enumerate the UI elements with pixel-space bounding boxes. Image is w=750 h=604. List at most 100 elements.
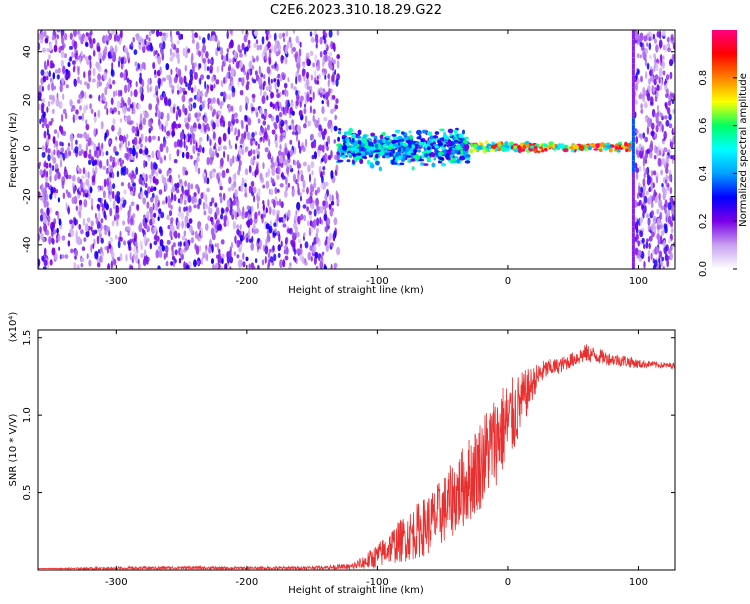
heatmap-cell <box>109 155 113 162</box>
heatmap-cell <box>638 133 642 139</box>
heatmap-cell <box>338 127 342 131</box>
heatmap-cell <box>227 153 230 163</box>
heatmap-cell <box>600 142 605 148</box>
heatmap-cell <box>310 161 315 169</box>
heatmap-cell <box>463 150 467 156</box>
heatmap-cell <box>263 130 268 140</box>
heatmap-cell <box>292 47 296 52</box>
heatmap-cell <box>243 130 247 140</box>
heatmap-cell <box>225 168 230 174</box>
heatmap-cell <box>665 74 670 81</box>
heatmap-cell <box>71 60 76 65</box>
heatmap-cell <box>274 160 278 167</box>
heatmap-cell <box>661 157 666 166</box>
heatmap-cell <box>115 90 118 97</box>
heatmap-cell <box>306 58 310 66</box>
heatmap-cell <box>671 53 675 63</box>
heatmap-cell <box>152 62 156 70</box>
heatmap-cell <box>638 150 643 159</box>
heatmap-cell <box>157 55 162 65</box>
heatmap-cell <box>642 132 645 139</box>
heatmap-cell <box>389 152 393 157</box>
heatmap-cell <box>617 141 623 145</box>
heatmap-cell <box>332 232 336 242</box>
heatmap-cell <box>151 150 155 159</box>
heatmap-cell <box>92 243 95 250</box>
heatmap-cell <box>49 43 53 52</box>
snr-y-label: SNR (10 * V/V) <box>8 413 19 486</box>
heatmap-x-tick-label: 0 <box>505 276 511 287</box>
heatmap-cell <box>666 37 669 42</box>
heatmap-cell <box>665 43 668 53</box>
heatmap-cell <box>286 90 289 97</box>
heatmap-cell <box>148 174 153 180</box>
heatmap-cell <box>335 98 339 104</box>
heatmap-cell <box>192 144 195 154</box>
heatmap-cell <box>96 262 101 268</box>
heatmap-cell <box>117 131 122 136</box>
heatmap-cell <box>60 50 65 59</box>
heatmap-cell <box>524 140 530 145</box>
heatmap-cell <box>245 256 249 262</box>
heatmap-cell <box>125 253 128 262</box>
heatmap-cell <box>402 143 408 147</box>
heatmap-cell <box>231 183 235 191</box>
heatmap-cell <box>651 68 654 75</box>
heatmap-y-tick-label: 0 <box>22 145 33 151</box>
heatmap-cell <box>283 37 285 42</box>
heatmap-cell <box>81 246 86 251</box>
heatmap-cell <box>77 30 80 35</box>
heatmap-cell <box>320 171 323 178</box>
heatmap-cell <box>202 44 206 53</box>
heatmap-cell <box>304 261 308 266</box>
heatmap-cell <box>332 42 336 50</box>
snr-x-tick-label: 100 <box>629 577 648 588</box>
heatmap-cell <box>645 159 647 164</box>
heatmap-cell <box>61 31 64 39</box>
heatmap-cell <box>78 224 81 230</box>
heatmap-cell <box>46 128 50 136</box>
heatmap-cell <box>357 140 362 145</box>
heatmap-cell <box>255 147 259 154</box>
heatmap-cell <box>85 104 88 111</box>
heatmap-cell <box>257 210 261 216</box>
heatmap-cell <box>218 136 222 145</box>
heatmap-cell <box>642 201 645 206</box>
heatmap-cell <box>266 66 271 74</box>
heatmap-cell <box>299 101 302 108</box>
heatmap-cell <box>241 30 244 35</box>
heatmap-cell <box>275 102 278 111</box>
heatmap-cell <box>252 266 256 269</box>
heatmap-cell <box>317 187 321 194</box>
heatmap-cell <box>638 257 643 262</box>
heatmap-cell <box>107 51 112 59</box>
heatmap-cell <box>294 214 298 222</box>
heatmap-cell <box>631 250 635 257</box>
heatmap-cell <box>658 30 662 40</box>
heatmap-cell <box>262 200 265 205</box>
heatmap-cell <box>275 114 280 124</box>
heatmap-cell <box>267 41 271 49</box>
heatmap-cell <box>140 253 144 258</box>
heatmap-cell <box>103 210 106 219</box>
heatmap-cell <box>148 135 152 143</box>
heatmap-cell <box>292 125 295 133</box>
heatmap-cell <box>156 30 160 37</box>
heatmap-cell <box>194 84 197 93</box>
heatmap-cell <box>60 77 65 85</box>
heatmap-cell <box>442 134 448 138</box>
heatmap-cell <box>50 237 54 243</box>
heatmap-cell <box>295 100 299 107</box>
heatmap-cell <box>658 250 663 259</box>
heatmap-cell <box>70 141 74 151</box>
heatmap-cell <box>176 225 180 230</box>
heatmap-cell <box>108 172 113 178</box>
heatmap-cell <box>650 170 654 177</box>
heatmap-cell <box>75 230 78 240</box>
heatmap-cell <box>330 263 333 269</box>
heatmap-cell <box>239 234 244 242</box>
heatmap-cell <box>109 84 112 89</box>
heatmap-cell <box>114 44 118 54</box>
heatmap-cell <box>51 35 56 41</box>
heatmap-cell <box>276 200 279 206</box>
